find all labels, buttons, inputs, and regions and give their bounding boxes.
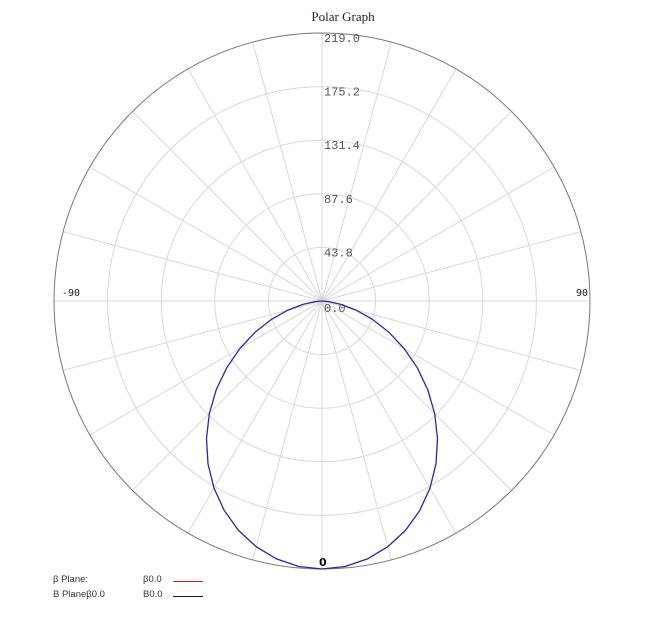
legend-value: B0.0 [143, 589, 163, 600]
legend-label: β Plane: [53, 574, 89, 585]
angle-label-left: -90 [62, 288, 80, 299]
radial-tick-label: 219.0 [324, 32, 360, 46]
legend-value: β0.0 [143, 574, 162, 585]
data-series-curve [205, 300, 439, 570]
radial-tick-label: 43.8 [324, 246, 353, 260]
legend-label: B Planeβ0.0 [53, 589, 105, 600]
radial-tick-label: 87.6 [324, 193, 353, 207]
legend: β Plane: β0.0 B Planeβ0.0 B0.0 [53, 574, 223, 604]
angle-label-bottom: 0 [319, 556, 327, 569]
legend-item: B Planeβ0.0 B0.0 [53, 589, 223, 604]
legend-line-swatch [173, 596, 203, 597]
legend-line-swatch [173, 581, 203, 582]
radial-tick-label: 131.4 [324, 139, 360, 153]
radial-tick-label: 175.2 [324, 86, 360, 100]
radial-tick-label: 0.0 [324, 302, 346, 316]
chart-title: Polar Graph [311, 9, 375, 24]
angle-label-right: 90 [576, 288, 588, 299]
radial-tick-labels: 0.0 43.8 87.6 131.4 175.2 219.0 [324, 32, 360, 316]
legend-item: β Plane: β0.0 [53, 574, 223, 589]
